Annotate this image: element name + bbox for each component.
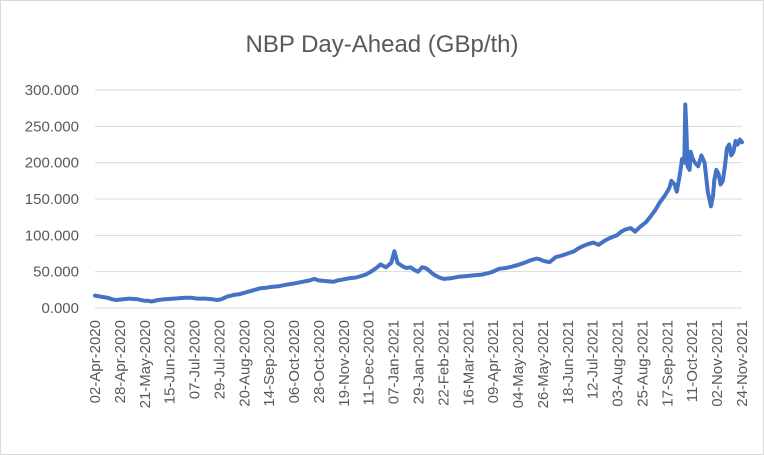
x-axis-tick-labels: 02-Apr-2020 28-Apr-2020 21-May-2020 15-Jun-… — [87, 320, 751, 408]
y-tick-label: 100.000 — [25, 227, 79, 244]
chart-title: NBP Day-Ahead (GBp/th) — [245, 31, 518, 58]
x-tick-label: 14-Sep-2020 — [261, 320, 278, 407]
x-tick-label: 24-Nov-2021 — [734, 320, 751, 407]
x-tick-label: 29-Jan-2021 — [411, 320, 428, 404]
series-line-nbp-day-ahead — [93, 102, 744, 304]
x-tick-label: 18-Jun-2021 — [560, 320, 577, 404]
x-tick-label: 19-Nov-2020 — [336, 320, 353, 407]
x-tick-label: 03-Aug-2021 — [610, 320, 627, 407]
x-tick-label: 29-Jul-2020 — [211, 320, 228, 399]
x-tick-label: 26-May-2021 — [535, 320, 552, 408]
x-tick-label: 21-May-2020 — [137, 320, 154, 408]
x-tick-label: 17-Sep-2021 — [659, 320, 676, 407]
x-tick-label: 02-Apr-2020 — [87, 320, 104, 403]
x-tick-label: 16-Mar-2021 — [460, 320, 477, 406]
x-tick-label: 04-May-2021 — [510, 320, 527, 408]
y-tick-label: 50.000 — [33, 264, 79, 281]
x-tick-label: 22-Feb-2021 — [435, 320, 452, 406]
y-tick-label: 200.000 — [25, 155, 79, 172]
x-tick-label: 07-Jul-2020 — [187, 320, 204, 399]
x-tick-label: 11-Oct-2021 — [684, 320, 701, 402]
gridlines — [95, 89, 742, 273]
x-tick-label: 07-Jan-2021 — [386, 320, 403, 404]
x-tick-label: 09-Apr-2021 — [485, 320, 502, 403]
y-tick-label: 300.000 — [25, 82, 79, 99]
x-tick-label: 15-Jun-2020 — [162, 320, 179, 404]
x-tick-label: 28-Apr-2020 — [112, 320, 129, 403]
x-tick-label: 02-Nov-2021 — [709, 320, 726, 407]
y-tick-label: 150.000 — [25, 191, 79, 208]
y-tick-label: 250.000 — [25, 118, 79, 135]
x-tick-label: 12-Jul-2021 — [585, 320, 602, 399]
y-axis-tick-labels: 0.000 50.000 100.000 150.000 200.000 250.000 3… — [25, 82, 79, 317]
x-tick-label: 11-Dec-2020 — [361, 320, 378, 406]
x-tick-label: 25-Aug-2021 — [634, 320, 651, 407]
x-tick-label: 06-Oct-2020 — [286, 320, 303, 403]
x-tick-label: 20-Aug-2020 — [236, 320, 253, 407]
y-tick-label: 0.000 — [41, 300, 79, 317]
x-tick-label: 28-Oct-2020 — [311, 320, 328, 403]
